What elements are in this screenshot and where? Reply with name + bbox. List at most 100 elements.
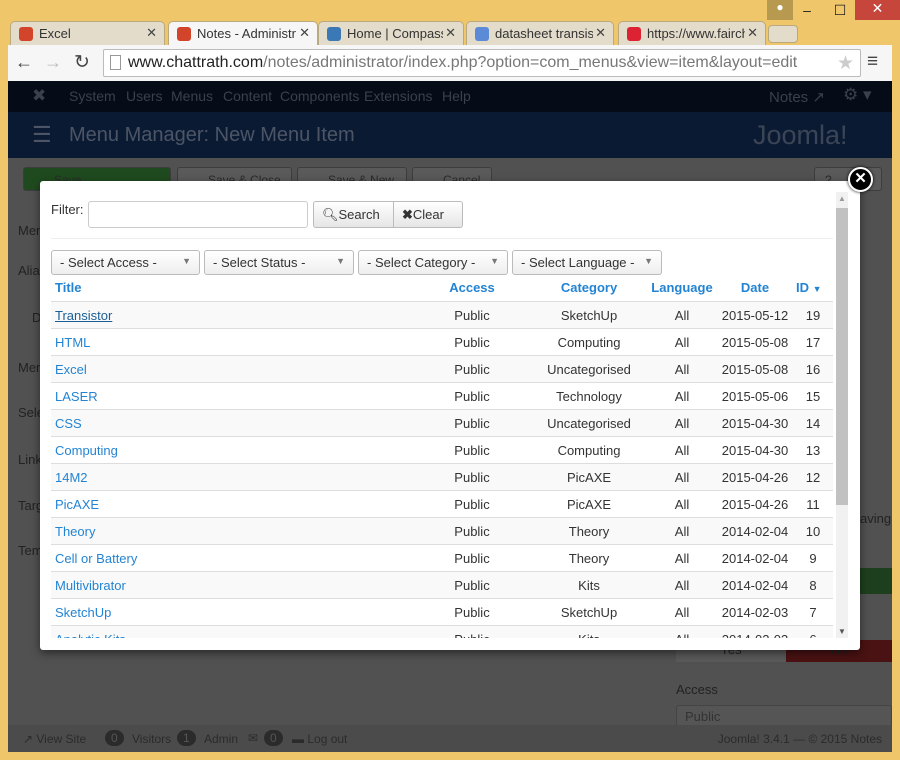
access-label: Access <box>676 682 718 697</box>
nav-item[interactable]: System <box>69 88 116 104</box>
status-footer: ↗ View Site 0 Visitors 1 Admin ✉ 0 ▬ Log… <box>8 725 892 752</box>
item-title-link[interactable]: SketchUp <box>55 605 112 620</box>
divider <box>51 238 833 239</box>
sort-desc-icon: ▼ <box>812 284 822 294</box>
select-access[interactable]: - Select Access - ▼ <box>51 250 200 275</box>
cell: 2015-05-08 <box>721 335 789 350</box>
minimize-button[interactable]: – <box>803 2 811 18</box>
cell: All <box>674 605 690 620</box>
item-title-link[interactable]: Computing <box>55 443 118 458</box>
select-category[interactable]: - Select Category - ▼ <box>358 250 508 275</box>
browser-tab[interactable]: Notes - Administr ✕ <box>168 21 318 46</box>
joomla-logo: Joomla! <box>753 120 848 150</box>
item-title-link[interactable]: Theory <box>55 524 96 539</box>
nav-item[interactable]: Components <box>280 88 360 104</box>
cell: Public <box>454 632 489 638</box>
cell: Public <box>454 389 490 404</box>
close-tab-icon[interactable]: ✕ <box>595 25 606 40</box>
view-site-link[interactable]: ↗ View Site <box>23 732 87 746</box>
cell: 7 <box>809 605 817 620</box>
scroll-down-icon[interactable]: ▼ <box>838 627 846 636</box>
modal-close-button[interactable]: ✕ <box>848 167 873 192</box>
nav-item[interactable]: Content <box>223 88 273 104</box>
cell: 2015-04-26 <box>721 497 789 512</box>
logout-link[interactable]: ▬ Log out <box>292 732 348 746</box>
select-status[interactable]: - Select Status - ▼ <box>204 250 354 275</box>
table-row: Computing Public Computing All 2015-04-30 13 <box>51 436 833 463</box>
page-header: ☰ Menu Manager: New Menu Item Joomla! <box>8 112 892 158</box>
browser-tab[interactable]: Excel ✕ <box>10 21 165 45</box>
site-link[interactable]: Notes ↗ <box>769 89 825 106</box>
close-tab-icon[interactable]: ✕ <box>747 25 758 40</box>
scroll-up-icon[interactable]: ▲ <box>838 194 846 203</box>
clear-button[interactable]: ✖Clear <box>393 201 463 228</box>
menu-icon[interactable]: ≡ <box>867 51 879 72</box>
admin-navbar: ✖ System Users Menus Content Components Exten… <box>8 81 892 112</box>
table-row: Theory Public Theory All 2014-02-04 10 <box>51 517 833 544</box>
search-button[interactable]: 🔍︎Search <box>313 201 394 228</box>
item-title-link[interactable]: PicAXE <box>55 497 100 512</box>
profile-icon[interactable]: ● <box>767 0 793 20</box>
cell: All <box>674 389 690 404</box>
item-title-link[interactable]: Excel <box>55 362 87 377</box>
item-title-link[interactable]: 14M2 <box>55 470 88 485</box>
favicon-icon <box>475 27 489 41</box>
col-category[interactable]: Category <box>560 280 618 295</box>
cell: Computing <box>557 335 621 350</box>
bookmark-star-icon[interactable]: ★ <box>837 53 855 74</box>
cell: 9 <box>809 551 817 566</box>
clear-icon: ✖ <box>402 207 413 222</box>
item-title-link[interactable]: HTML <box>55 335 91 350</box>
nav-item[interactable]: Help <box>442 88 471 104</box>
browser-tab[interactable]: datasheet transisto✕ <box>466 21 614 45</box>
joomla-icon[interactable]: ✖ <box>32 86 47 105</box>
close-window-button[interactable]: ✕ <box>855 0 900 20</box>
close-tab-icon[interactable]: ✕ <box>146 25 157 40</box>
col-date[interactable]: Date <box>740 280 770 295</box>
cell: All <box>674 497 690 512</box>
item-title-link[interactable]: Analytic Kits <box>55 632 126 638</box>
nav-item[interactable]: Users <box>126 88 163 104</box>
table-row: LASER Public Technology All 2015-05-06 15 <box>51 382 833 409</box>
cell: 17 <box>805 335 821 350</box>
nav-item[interactable]: Menus <box>171 88 214 104</box>
item-title-link[interactable]: LASER <box>55 389 98 404</box>
item-title-link[interactable]: Cell or Battery <box>55 551 138 566</box>
modal-scrollbar[interactable]: ▲ ▼ <box>836 192 848 638</box>
item-title-link[interactable]: Transistor <box>55 308 113 323</box>
close-tab-icon[interactable]: ✕ <box>445 25 456 40</box>
filter-label: Filter: <box>51 202 84 217</box>
col-title[interactable]: Title <box>55 280 82 295</box>
background-label: Sele <box>18 405 45 420</box>
scrollbar-thumb[interactable] <box>836 208 848 505</box>
background-label: Alia <box>18 263 40 278</box>
nav-item[interactable]: Extensions <box>364 88 433 104</box>
cell: 2014-02-03 <box>721 605 789 620</box>
gear-icon[interactable]: ⚙ ▾ <box>843 85 872 104</box>
mail-icon: ✉ <box>248 731 259 745</box>
item-title-link[interactable]: Multivibrator <box>55 578 126 593</box>
visitors-label: Visitors <box>132 732 172 746</box>
item-title-link[interactable]: CSS <box>55 416 82 431</box>
cell: All <box>675 632 689 638</box>
close-tab-icon[interactable]: ✕ <box>299 25 310 40</box>
select-language[interactable]: - Select Language - ▼ <box>512 250 662 275</box>
col-id[interactable]: ID ▼ <box>796 280 822 295</box>
table-row: Excel Public Uncategorised All 2015-05-08 16 <box>51 355 833 382</box>
new-tab-button[interactable] <box>768 25 798 43</box>
reload-icon[interactable]: ↻ <box>74 52 90 73</box>
maximize-button[interactable]: ☐ <box>833 2 847 18</box>
forward-icon[interactable]: → <box>44 52 62 72</box>
access-select[interactable]: Public <box>676 705 892 727</box>
cell: 2015-04-26 <box>721 470 789 485</box>
back-icon[interactable]: ← <box>15 52 33 72</box>
filter-input[interactable] <box>88 201 308 228</box>
col-language[interactable]: Language <box>651 280 713 295</box>
col-access[interactable]: Access <box>449 280 495 295</box>
cell: Public <box>454 335 490 350</box>
browser-tab[interactable]: https://www.fairch ✕ <box>618 21 766 45</box>
cell: 2015-05-06 <box>721 389 789 404</box>
cell: 8 <box>809 578 817 593</box>
browser-tab[interactable]: Home | Compass ✕ <box>318 21 464 45</box>
address-bar[interactable]: www.chattrath.com/notes/administrator/in… <box>103 49 861 77</box>
